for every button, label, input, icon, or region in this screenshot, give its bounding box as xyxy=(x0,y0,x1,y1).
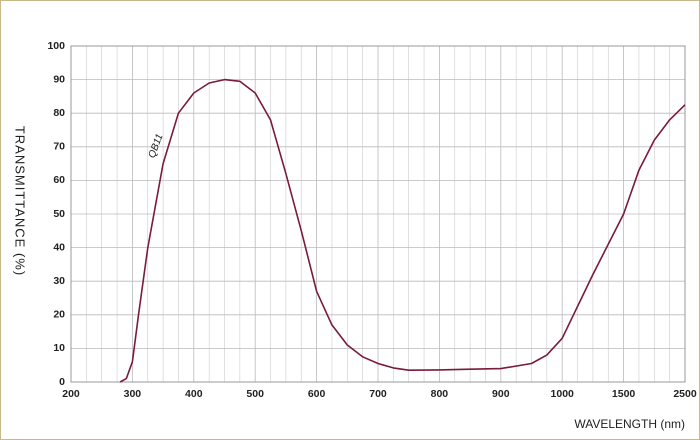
y-axis-label: TRANSMITTANCE (%) xyxy=(13,126,28,276)
line-series xyxy=(119,78,686,383)
plot-border xyxy=(70,45,686,383)
y-tick-label: 50 xyxy=(53,208,65,220)
y-tick-label: 20 xyxy=(53,309,65,321)
y-tick-label: 90 xyxy=(53,73,65,85)
y-tick-label: 60 xyxy=(53,174,65,186)
x-tick-label: 1500 xyxy=(612,388,636,400)
x-tick-label: 200 xyxy=(62,388,80,400)
series-label: QB11 xyxy=(147,132,166,159)
y-tick-label: 70 xyxy=(53,141,65,153)
y-tick-label: 80 xyxy=(53,107,65,119)
x-tick-label: 1000 xyxy=(551,388,575,400)
y-tick-label: 30 xyxy=(53,275,65,287)
x-tick-label: 900 xyxy=(492,388,510,400)
x-tick-label: 300 xyxy=(124,388,142,400)
x-tick-label: 800 xyxy=(431,388,449,400)
x-tick-label: 2500 xyxy=(673,388,697,400)
x-tick-label: 600 xyxy=(308,388,326,400)
x-axis-label: WAVELENGTH (nm) xyxy=(574,417,685,431)
y-tick-label: 40 xyxy=(53,241,65,253)
x-tick-label: 400 xyxy=(185,388,203,400)
y-tick-label: 0 xyxy=(59,376,65,388)
x-tick-label: 500 xyxy=(246,388,264,400)
y-tick-label: 100 xyxy=(47,40,65,52)
y-tick-label: 10 xyxy=(53,342,65,354)
x-tick-label: 700 xyxy=(369,388,387,400)
